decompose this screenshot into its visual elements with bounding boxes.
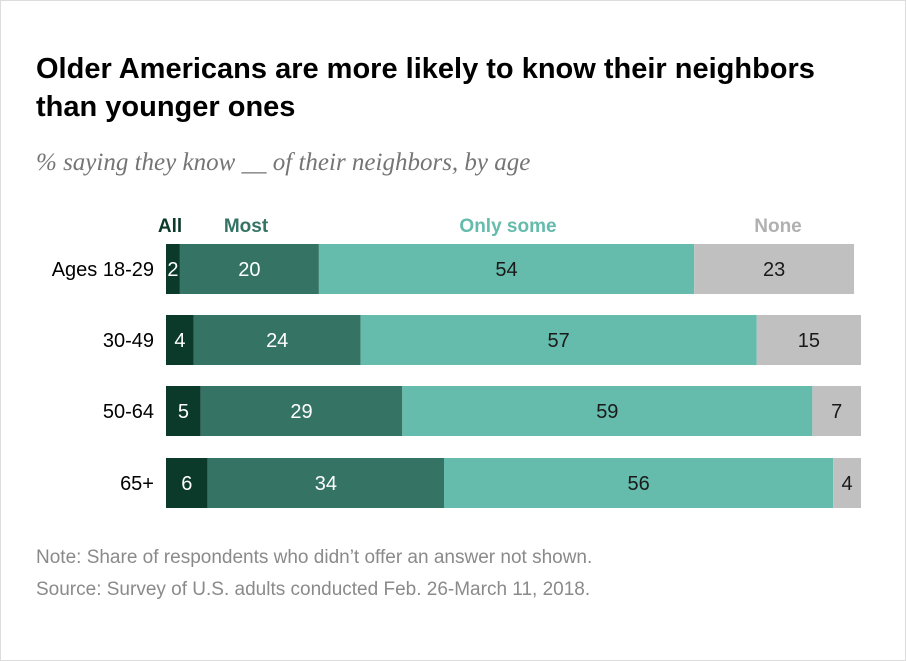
chart-title: Older Americans are more likely to know … bbox=[36, 53, 815, 123]
data-label: 57 bbox=[548, 330, 570, 352]
data-label: 4 bbox=[842, 473, 853, 495]
bar-segment-all bbox=[166, 244, 180, 294]
chart-source: Source: Survey of U.S. adults conducted … bbox=[36, 579, 591, 600]
data-label: 29 bbox=[290, 401, 312, 423]
data-label: 24 bbox=[266, 330, 288, 352]
bar-segment-none bbox=[694, 244, 855, 294]
data-label: 15 bbox=[798, 330, 820, 352]
data-label: 4 bbox=[174, 330, 185, 352]
legend-item-only-some: Only some bbox=[459, 216, 556, 237]
bar-segment-most bbox=[207, 458, 444, 508]
data-label: 6 bbox=[181, 473, 192, 495]
bar-segment-only-some bbox=[360, 315, 757, 365]
bar-segment-only-some bbox=[318, 244, 695, 294]
bar-segment-most bbox=[193, 315, 361, 365]
legend-item-all: All bbox=[158, 216, 182, 237]
data-label: 5 bbox=[178, 401, 189, 423]
data-label: 59 bbox=[596, 401, 618, 423]
category-label: 50-64 bbox=[103, 401, 154, 423]
category-label: 30-49 bbox=[103, 330, 154, 352]
chart-subtitle: % saying they know __ of their neighbors… bbox=[36, 149, 531, 176]
data-label: 20 bbox=[238, 259, 260, 281]
data-label: 7 bbox=[831, 401, 842, 423]
legend-item-most: Most bbox=[224, 216, 269, 237]
chart-note: Note: Share of respondents who didn’t of… bbox=[36, 547, 593, 568]
bar-segment-none bbox=[756, 315, 861, 365]
bar-segment-most bbox=[179, 244, 319, 294]
bar-segment-all bbox=[166, 386, 201, 436]
bar-segment-none bbox=[812, 386, 861, 436]
category-label: 65+ bbox=[120, 473, 154, 495]
bar-segment-most bbox=[200, 386, 403, 436]
data-label: 2 bbox=[167, 259, 178, 281]
bar-segment-only-some bbox=[444, 458, 834, 508]
bar-segment-only-some bbox=[402, 386, 813, 436]
bar-segment-all bbox=[166, 458, 208, 508]
data-label: 23 bbox=[763, 259, 785, 281]
bar-segment-all bbox=[166, 315, 194, 365]
category-label: Ages 18-29 bbox=[52, 259, 154, 281]
bar-segment-none bbox=[833, 458, 861, 508]
data-label: 54 bbox=[495, 259, 517, 281]
legend-item-none: None bbox=[754, 216, 802, 237]
data-label: 34 bbox=[315, 473, 337, 495]
data-label: 56 bbox=[627, 473, 649, 495]
